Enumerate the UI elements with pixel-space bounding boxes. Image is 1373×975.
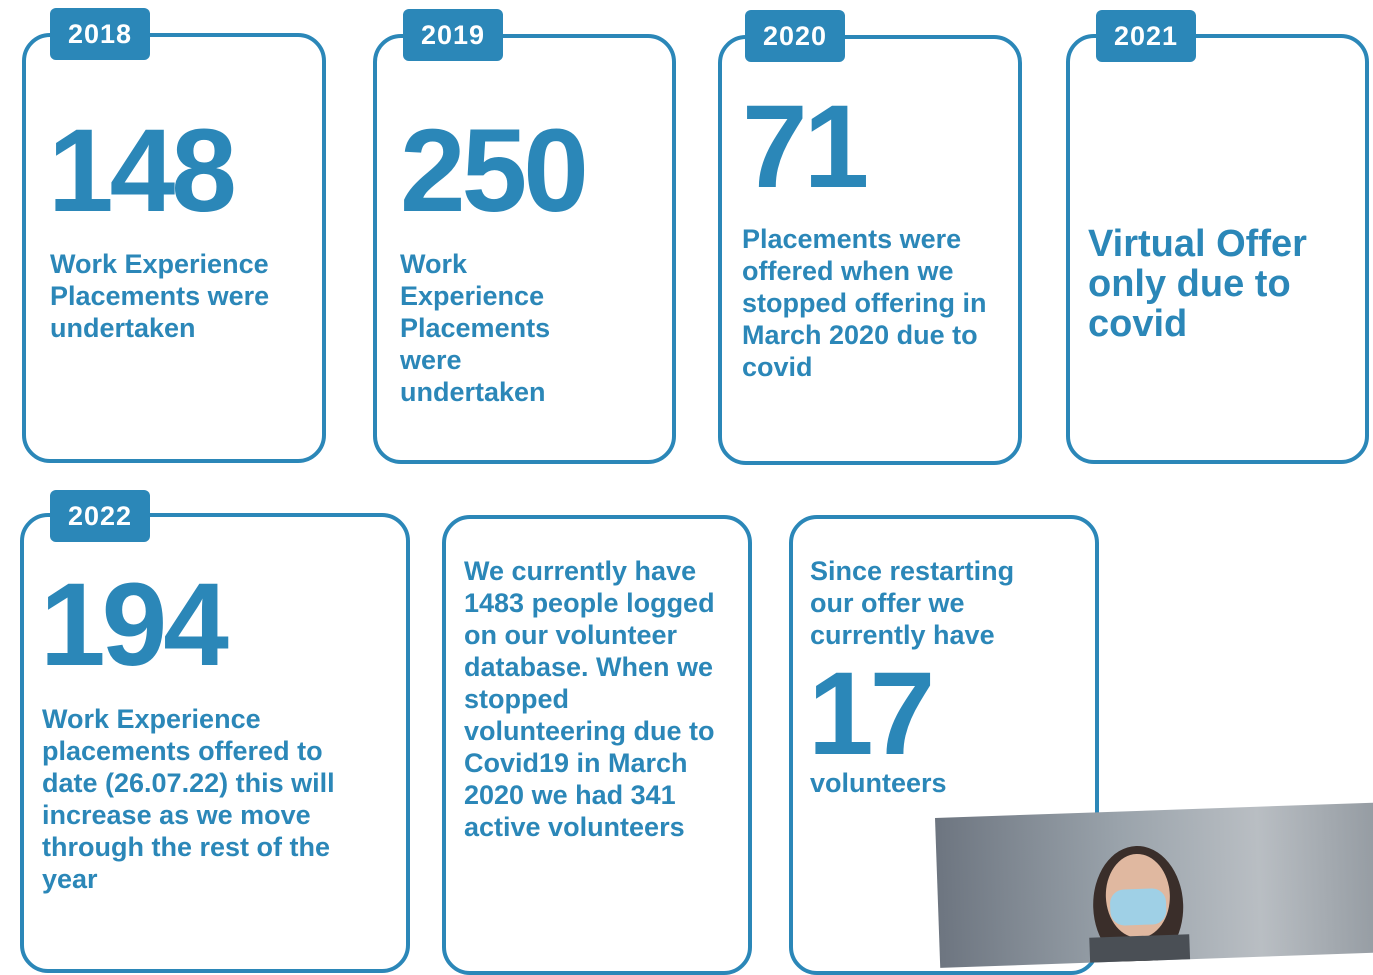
shoulders (1089, 934, 1190, 968)
big-number: 194 (40, 566, 225, 684)
big-number: 17 (808, 655, 931, 773)
card-text: Work Experience placements offered to da… (42, 703, 372, 895)
card-text: Virtual Offer only due to covid (1088, 224, 1318, 344)
year-tab: 2020 (745, 10, 845, 62)
card-text: Work Experience Placements were undertak… (400, 248, 590, 408)
big-number: 148 (48, 112, 233, 230)
big-number: 250 (400, 112, 585, 230)
card-text: We currently have 1483 people logged on … (464, 555, 734, 843)
year-tab: 2018 (50, 8, 150, 60)
card-text: Work Experience Placements were undertak… (50, 248, 320, 344)
card-text: volunteers (810, 767, 1060, 799)
page: 2018 148 Work Experience Placements were… (0, 0, 1373, 938)
photo (935, 802, 1373, 968)
big-number: 71 (742, 88, 865, 206)
card-text: Since restarting our offer we currently … (810, 555, 1060, 651)
year-tab: 2022 (50, 490, 150, 542)
card-text: Placements were offered when we stopped … (742, 223, 1012, 383)
year-tab: 2019 (403, 9, 503, 61)
photo-content (935, 802, 1373, 968)
year-tab: 2021 (1096, 10, 1196, 62)
mask (1110, 888, 1167, 926)
